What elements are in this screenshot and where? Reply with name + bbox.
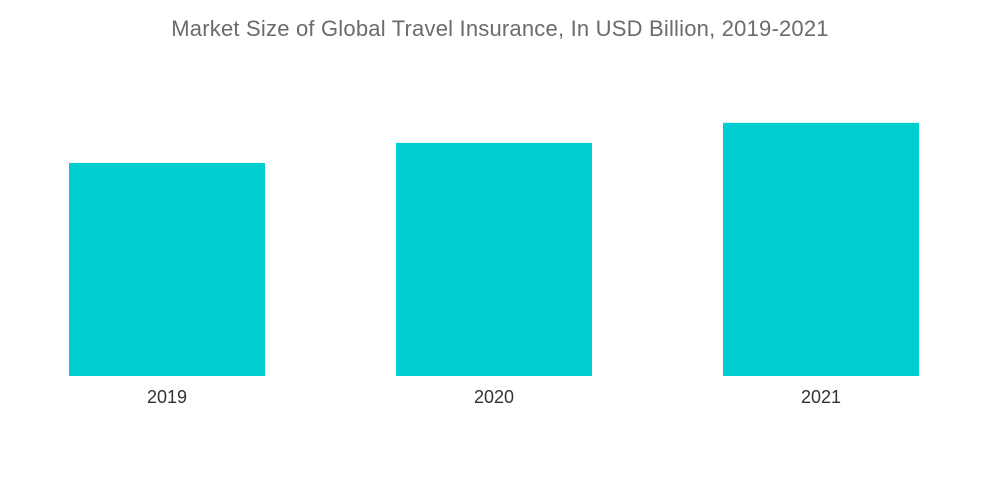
bars-group <box>69 122 919 377</box>
x-tick-label-2021: 2021 <box>801 387 841 407</box>
x-tick-label-2019: 2019 <box>147 387 187 407</box>
bar-2021 <box>723 122 919 377</box>
chart-title: Market Size of Global Travel Insurance, … <box>171 16 829 41</box>
x-tick-labels: 2019 2020 2021 <box>147 387 841 407</box>
x-tick-label-2020: 2020 <box>474 387 514 407</box>
bar-2019 <box>69 162 265 376</box>
bar-2020 <box>396 142 592 376</box>
